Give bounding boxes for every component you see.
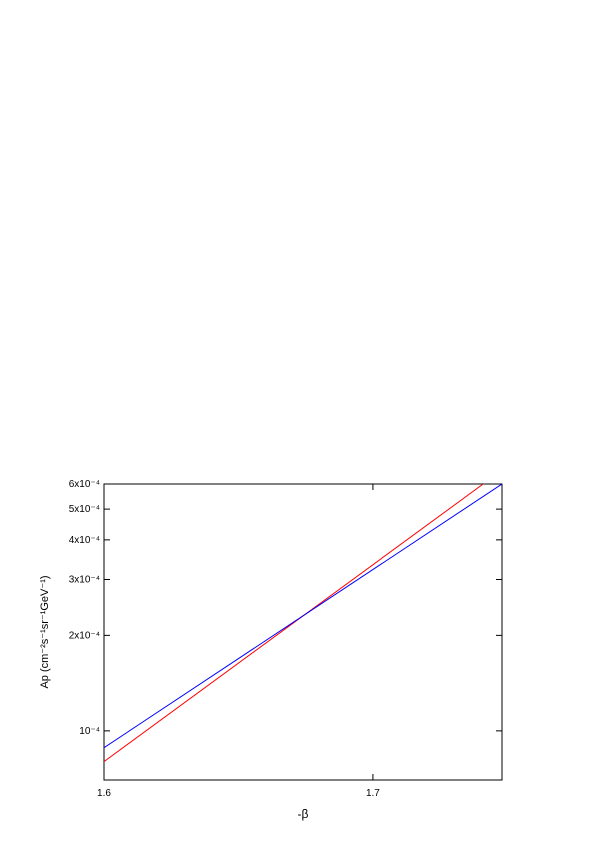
- y-tick-label: 5x10⁻⁴: [69, 504, 100, 515]
- series-line: [104, 484, 502, 749]
- series-line: [104, 484, 484, 763]
- y-tick-label: 10⁻⁴: [79, 726, 100, 737]
- y-axis-label: Ap (cm⁻²s⁻¹sr⁻¹GeV⁻¹): [39, 575, 51, 688]
- y-tick-label: 6x10⁻⁴: [69, 479, 100, 490]
- y-tick-label: 4x10⁻⁴: [69, 535, 100, 546]
- x-tick-label: 1.7: [366, 788, 380, 799]
- y-tick-label: 3x10⁻⁴: [69, 574, 100, 585]
- y-tick-label: 2x10⁻⁴: [69, 630, 100, 641]
- plot-frame: [103, 483, 503, 781]
- x-axis-label: -β: [298, 807, 309, 821]
- x-tick-label: 1.6: [97, 788, 111, 799]
